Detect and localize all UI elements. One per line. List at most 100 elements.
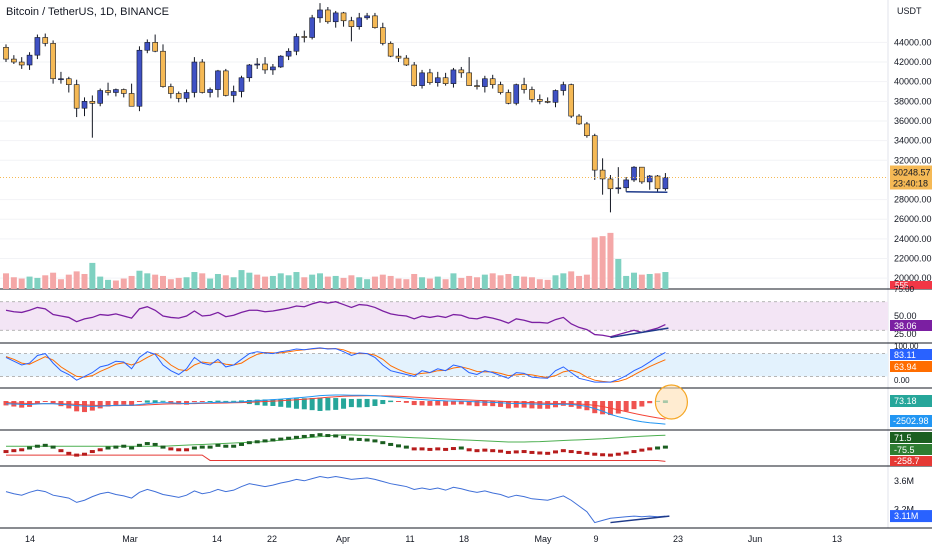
osc-marker	[396, 444, 401, 448]
osc-marker	[553, 450, 558, 454]
macd-hist-badge	[890, 395, 932, 407]
osc-marker	[498, 449, 504, 453]
volume-bar	[356, 277, 363, 289]
macd-histogram-bar	[521, 401, 527, 408]
osc-marker	[246, 441, 252, 445]
volume-badge	[890, 281, 932, 289]
time-tick-label: 23	[673, 534, 683, 544]
candle-body	[66, 78, 72, 85]
volume-bar	[214, 273, 221, 289]
candle-body	[544, 101, 551, 103]
macd-histogram-bar	[215, 400, 221, 403]
osc-marker	[490, 449, 496, 453]
rsi-value: 38.06	[894, 321, 917, 331]
macd-histogram-bar	[600, 401, 606, 415]
osc-marker	[129, 446, 135, 450]
macd-histogram-bar	[380, 399, 386, 405]
volume-bar	[403, 279, 410, 289]
volume-bar	[191, 272, 198, 289]
candle-body	[403, 57, 410, 66]
volume-bar	[136, 270, 143, 289]
last-price-value: 30248.57	[893, 167, 931, 177]
obv-divergence-line	[610, 515, 670, 524]
osc-marker	[348, 437, 354, 441]
volume-bar	[646, 273, 653, 289]
time-tick-label: Mar	[122, 534, 138, 544]
volume-bar	[583, 274, 590, 289]
volume-bar	[332, 275, 339, 289]
volume-bar	[301, 277, 308, 289]
time-tick-label: 9	[593, 534, 598, 544]
obv-value: 3.11M	[894, 511, 918, 521]
osc-marker	[160, 445, 166, 449]
volume-bar	[568, 271, 575, 289]
candle-body	[262, 63, 268, 71]
candle-body	[325, 9, 331, 23]
price-tick-label: 22000.00	[894, 254, 932, 264]
osc-marker	[254, 440, 260, 444]
osc-v3-badge	[890, 456, 932, 466]
macd-histogram-bar	[356, 398, 362, 408]
volume-bar	[442, 279, 449, 289]
volume-bar	[450, 273, 457, 289]
macd-histogram-bar	[89, 401, 95, 411]
candle-body	[536, 99, 543, 102]
volume-bar	[128, 275, 135, 289]
volume-bar	[167, 279, 174, 289]
candle-body	[50, 43, 56, 80]
volume-bar	[654, 273, 661, 289]
stoch-k-line	[5, 347, 666, 383]
candle-body	[11, 58, 17, 63]
osc-marker	[482, 448, 488, 452]
macd-highlight-circle	[654, 384, 689, 420]
price-tick-label: 38000.00	[894, 96, 932, 106]
macd-histogram-bar	[474, 401, 480, 407]
volume-bar	[489, 273, 496, 289]
candle-body	[301, 36, 308, 38]
volume-bar	[18, 278, 25, 289]
countdown-timer: 23:40:18	[893, 178, 928, 188]
macd-histogram-bar	[623, 401, 629, 412]
candle-body	[529, 89, 535, 100]
macd-histogram-bar	[293, 398, 299, 409]
candle-body	[434, 77, 441, 83]
candle-body	[26, 54, 33, 66]
macd-histogram-bar	[584, 401, 590, 411]
macd-histogram-bar	[113, 401, 119, 406]
osc-marker	[223, 444, 229, 448]
macd-histogram-bar	[333, 398, 339, 410]
volume-bar	[528, 277, 535, 289]
volume-bar	[152, 274, 159, 289]
macd-histogram-bar	[160, 400, 166, 402]
macd-histogram-bar	[3, 401, 9, 406]
time-tick-label: May	[534, 534, 552, 544]
candle-body	[277, 55, 284, 68]
osc-marker	[113, 445, 119, 449]
osc-marker	[411, 447, 417, 451]
volume-bar	[309, 274, 316, 289]
stoch-k-badge	[890, 349, 932, 360]
candle-body	[215, 70, 221, 90]
macd-histogram-bar	[348, 398, 354, 408]
volume-bar	[497, 275, 504, 289]
osc-marker	[443, 447, 449, 451]
candle-body	[317, 9, 323, 19]
candle-body	[372, 15, 378, 28]
macd-histogram-bar	[372, 399, 378, 406]
candle-body	[136, 49, 143, 107]
osc-marker	[121, 444, 127, 448]
candle-body	[560, 84, 567, 91]
osc-marker	[545, 451, 551, 455]
volume-bar	[65, 274, 72, 289]
volume-bar	[160, 275, 166, 289]
volume-bar	[269, 275, 276, 289]
macd-histogram-bar	[592, 401, 598, 414]
candle-body	[427, 72, 433, 83]
candle-body	[105, 90, 111, 93]
price-tick-label: 44000.00	[894, 37, 932, 47]
osc-marker	[435, 447, 441, 451]
candle-body	[607, 178, 614, 190]
osc-v2-badge	[890, 444, 932, 455]
macd-histogram-bar	[450, 401, 456, 405]
